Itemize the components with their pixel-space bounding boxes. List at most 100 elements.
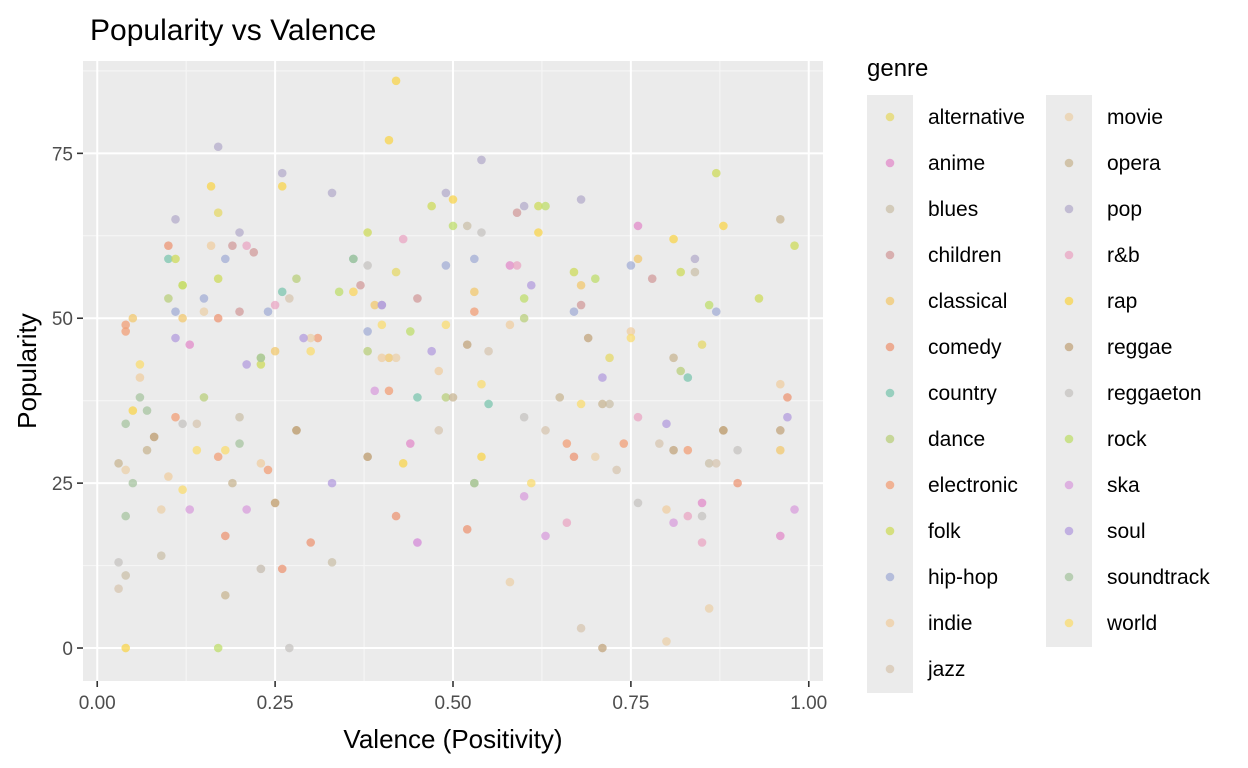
data-point bbox=[171, 254, 180, 264]
legend-key bbox=[1064, 526, 1074, 536]
data-point bbox=[363, 327, 372, 336]
legend-key bbox=[885, 204, 895, 214]
data-point bbox=[370, 300, 380, 310]
data-point bbox=[569, 452, 579, 462]
data-point bbox=[263, 465, 273, 475]
legend-label: soundtrack bbox=[1107, 566, 1210, 589]
data-point bbox=[384, 135, 394, 145]
data-point bbox=[327, 188, 337, 198]
data-point bbox=[583, 333, 593, 343]
data-point bbox=[256, 353, 266, 363]
data-point bbox=[519, 412, 529, 422]
data-point bbox=[605, 353, 614, 363]
data-point bbox=[299, 333, 308, 343]
data-point bbox=[790, 505, 799, 514]
legend-label: blues bbox=[928, 198, 978, 221]
data-point bbox=[213, 452, 223, 462]
legend-label: pop bbox=[1107, 198, 1142, 221]
data-point bbox=[683, 445, 693, 455]
data-point bbox=[413, 538, 422, 547]
data-point bbox=[598, 373, 607, 382]
legend-title: genre bbox=[867, 55, 928, 82]
data-point bbox=[477, 379, 486, 389]
data-point bbox=[242, 505, 251, 514]
data-point bbox=[690, 267, 700, 277]
data-point bbox=[185, 505, 195, 514]
data-point bbox=[235, 412, 244, 422]
data-point bbox=[277, 564, 287, 574]
data-point bbox=[213, 208, 223, 218]
legend-key bbox=[885, 388, 895, 398]
data-point bbox=[477, 452, 486, 462]
data-point bbox=[377, 320, 387, 330]
legend-key bbox=[885, 664, 895, 674]
data-point bbox=[683, 373, 693, 382]
legend-key bbox=[885, 480, 895, 490]
y-tick-label: 25 bbox=[52, 474, 73, 495]
legend-key bbox=[885, 250, 895, 260]
legend-key bbox=[1064, 388, 1074, 398]
data-point bbox=[171, 412, 180, 422]
data-point bbox=[178, 485, 187, 495]
data-point bbox=[164, 241, 173, 250]
y-tick-label: 75 bbox=[52, 144, 73, 165]
data-point bbox=[633, 254, 643, 264]
data-point bbox=[576, 195, 586, 204]
legend-label: folk bbox=[928, 520, 961, 543]
legend-key bbox=[885, 618, 895, 628]
data-point bbox=[576, 280, 586, 290]
data-point bbox=[733, 445, 742, 455]
data-point bbox=[164, 472, 173, 481]
data-point bbox=[285, 294, 294, 303]
data-point bbox=[591, 274, 600, 283]
data-point bbox=[235, 307, 244, 316]
data-point bbox=[776, 426, 785, 435]
data-point bbox=[413, 393, 422, 402]
data-point bbox=[512, 208, 522, 218]
legend-key bbox=[1064, 618, 1074, 628]
data-point bbox=[776, 531, 785, 541]
data-point bbox=[519, 294, 529, 303]
data-point bbox=[697, 538, 707, 547]
data-point bbox=[256, 360, 266, 369]
data-point bbox=[135, 393, 145, 402]
data-points bbox=[114, 76, 799, 653]
data-point bbox=[249, 247, 259, 257]
data-point bbox=[541, 531, 550, 541]
data-point bbox=[391, 353, 401, 363]
data-point bbox=[128, 406, 138, 415]
data-point bbox=[356, 280, 365, 290]
data-point bbox=[270, 300, 280, 310]
data-point bbox=[334, 287, 344, 297]
data-point bbox=[462, 221, 472, 231]
data-point bbox=[235, 439, 244, 448]
legend-key bbox=[1064, 480, 1074, 490]
legend-key bbox=[885, 158, 895, 168]
data-point bbox=[462, 340, 472, 349]
data-point bbox=[171, 307, 180, 316]
data-point bbox=[719, 426, 728, 435]
legend-label: soul bbox=[1107, 520, 1146, 543]
legend: genre alternative anime blues children class… bbox=[867, 55, 1210, 693]
data-point bbox=[121, 511, 130, 521]
data-point bbox=[484, 399, 493, 409]
data-point bbox=[519, 201, 529, 211]
data-point bbox=[306, 333, 315, 343]
data-point bbox=[697, 511, 707, 521]
data-point bbox=[526, 280, 536, 290]
data-point bbox=[505, 577, 515, 587]
legend-label: anime bbox=[928, 152, 985, 175]
data-point bbox=[391, 267, 401, 277]
data-point bbox=[349, 254, 358, 264]
legend-key bbox=[885, 296, 895, 306]
data-point bbox=[221, 254, 230, 264]
data-point bbox=[363, 228, 372, 237]
data-point bbox=[277, 287, 287, 297]
x-axis-ticks: 0.00 0.25 0.50 0.75 1.00 bbox=[79, 681, 827, 714]
data-point bbox=[327, 557, 337, 567]
data-point bbox=[690, 254, 700, 264]
data-point bbox=[669, 445, 678, 455]
data-point bbox=[121, 465, 130, 475]
data-point bbox=[477, 228, 486, 237]
